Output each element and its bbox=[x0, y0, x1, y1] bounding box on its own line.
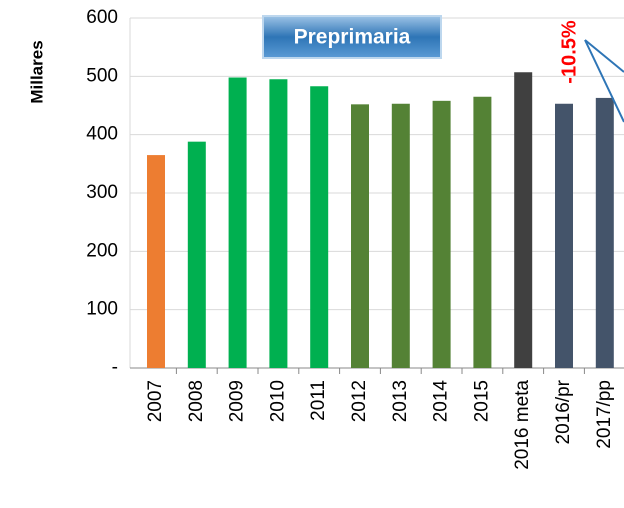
bar bbox=[595, 97, 614, 369]
bar bbox=[432, 100, 451, 368]
x-tick-label: 2010 bbox=[267, 380, 288, 422]
bar bbox=[310, 86, 329, 368]
x-tick-label: 2014 bbox=[431, 380, 452, 423]
x-tick-label: 2015 bbox=[471, 380, 492, 422]
bar bbox=[147, 155, 165, 368]
x-tick-label: 2013 bbox=[390, 380, 411, 422]
bar bbox=[514, 72, 533, 368]
bar bbox=[391, 103, 410, 368]
bar bbox=[555, 103, 573, 368]
arrow bbox=[584, 39, 624, 73]
x-tick-label: 2017/pp bbox=[594, 380, 615, 449]
arrow bbox=[584, 39, 624, 123]
y-axis-label: Millares bbox=[27, 40, 46, 103]
title-box bbox=[262, 15, 442, 59]
y-tick-label: 300 bbox=[86, 182, 118, 203]
x-tick-label: 2008 bbox=[186, 380, 207, 422]
bar bbox=[473, 96, 492, 368]
x-tick-label: 2009 bbox=[227, 380, 248, 422]
x-tick-label: 2016/pr bbox=[553, 379, 574, 444]
x-tick-label: 2016 meta bbox=[512, 380, 533, 470]
bar bbox=[187, 141, 206, 368]
y-tick-label: - bbox=[112, 357, 118, 378]
y-tick-label: 600 bbox=[86, 7, 118, 28]
y-tick-label: 200 bbox=[86, 240, 118, 261]
y-tick-label: 100 bbox=[86, 299, 118, 320]
y-tick-label: 500 bbox=[86, 65, 118, 86]
bar bbox=[269, 79, 288, 368]
y-tick-label: 400 bbox=[86, 124, 118, 145]
annotation: -10.5% bbox=[558, 20, 580, 84]
x-tick-label: 2011 bbox=[308, 380, 329, 421]
bar bbox=[351, 104, 369, 368]
x-tick-label: 2007 bbox=[145, 380, 166, 422]
bar bbox=[228, 77, 247, 368]
x-tick-label: 2012 bbox=[349, 380, 370, 422]
chart-title: Preprimaria bbox=[294, 26, 411, 49]
